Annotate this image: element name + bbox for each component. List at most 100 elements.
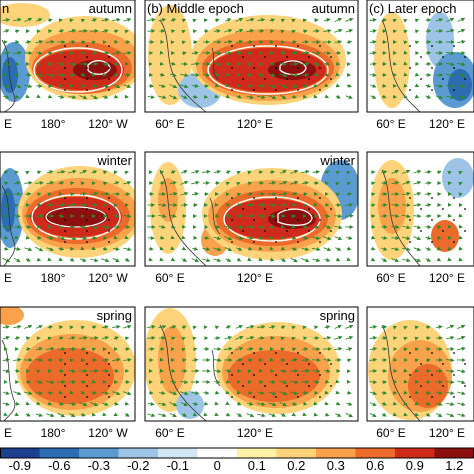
wind-vector xyxy=(35,73,44,78)
significance-dot xyxy=(108,56,110,58)
significance-dot xyxy=(86,363,88,365)
x-tick-label: 60° E xyxy=(155,117,184,131)
wind-vector xyxy=(46,380,55,385)
wind-vector xyxy=(269,257,275,262)
wind-vector xyxy=(36,224,42,229)
wind-vector xyxy=(112,247,120,251)
significance-dot xyxy=(64,45,66,47)
significance-dot xyxy=(297,45,299,47)
wind-vector xyxy=(290,180,299,185)
significance-dot xyxy=(431,89,433,91)
wind-vector xyxy=(236,401,242,406)
wind-vector xyxy=(214,401,219,406)
wind-vector xyxy=(3,61,10,66)
wind-vector xyxy=(79,170,88,174)
wind-vector xyxy=(403,326,408,330)
wind-vector xyxy=(247,181,253,186)
wind-vector xyxy=(402,214,411,219)
wind-vector xyxy=(279,95,287,99)
x-tick-label: 120° E xyxy=(237,426,273,440)
wind-vector xyxy=(58,213,65,218)
wind-vector xyxy=(425,40,432,45)
wind-vector xyxy=(279,391,288,396)
wind-vector xyxy=(301,181,309,185)
wind-vector xyxy=(345,335,354,340)
wind-vector xyxy=(414,40,420,45)
wind-vector xyxy=(114,94,119,99)
wind-vector xyxy=(171,368,176,373)
wind-vector xyxy=(313,379,320,384)
wind-vector xyxy=(371,192,376,197)
x-tick-label: 180° xyxy=(41,117,66,131)
significance-dot xyxy=(409,352,411,354)
significance-dot xyxy=(242,230,244,232)
wind-vector xyxy=(392,18,397,23)
wind-vector xyxy=(280,18,286,23)
panel-a-autumn xyxy=(0,0,135,112)
x-tick-label: 120° W xyxy=(88,426,128,440)
wind-vector xyxy=(235,325,243,329)
wind-vector xyxy=(103,181,108,186)
wind-vector xyxy=(225,18,232,22)
wind-vector xyxy=(169,191,178,196)
wind-vector xyxy=(35,246,44,252)
panel-vectors xyxy=(369,324,466,418)
significance-dot xyxy=(64,89,66,91)
significance-dot xyxy=(231,352,233,354)
wind-vector xyxy=(446,358,455,363)
wind-vector xyxy=(79,258,87,262)
wind-vector xyxy=(170,29,176,34)
wind-vector xyxy=(14,235,19,240)
significance-dot xyxy=(231,219,233,221)
wind-vector xyxy=(191,368,200,373)
panel-vectors xyxy=(2,17,132,100)
wind-vector xyxy=(248,246,253,251)
wind-vector xyxy=(180,84,189,89)
wind-vector xyxy=(235,335,244,340)
wind-vector xyxy=(68,369,76,373)
wind-vector xyxy=(256,413,266,418)
wind-vector xyxy=(437,170,442,175)
wind-vector xyxy=(324,379,330,384)
significance-dot xyxy=(330,56,332,58)
significance-dot xyxy=(108,45,110,47)
wind-vector xyxy=(325,412,330,417)
wind-vector xyxy=(170,257,176,262)
season-label-b-spring: spring xyxy=(320,308,355,323)
wind-vector xyxy=(80,412,86,417)
wind-vector xyxy=(80,390,86,395)
wind-vector xyxy=(102,412,107,417)
significance-dot xyxy=(319,197,321,199)
wind-vector xyxy=(381,235,388,240)
wind-vector xyxy=(24,247,33,252)
wind-vector xyxy=(180,402,188,406)
wind-vector xyxy=(291,203,297,208)
significance-dot xyxy=(108,363,110,365)
wind-vector xyxy=(347,390,352,395)
significance-dot xyxy=(453,89,455,91)
wind-vector xyxy=(435,18,444,22)
wind-vector xyxy=(58,336,64,341)
significance-dot xyxy=(409,89,411,91)
wind-vector xyxy=(202,247,211,252)
wind-vector xyxy=(291,94,297,99)
wind-vector xyxy=(24,17,33,22)
season-label-b-autumn: autumn xyxy=(312,1,355,16)
wind-vector xyxy=(25,224,32,229)
significance-dot xyxy=(86,241,88,243)
significance-dot xyxy=(286,385,288,387)
wind-vector xyxy=(225,94,230,99)
significance-dot xyxy=(253,374,255,376)
significance-dot xyxy=(108,89,110,91)
significance-dot xyxy=(330,78,332,80)
wind-vector xyxy=(268,214,276,218)
wind-vector xyxy=(12,50,22,55)
panel-c-autumn xyxy=(367,0,474,112)
wind-vector xyxy=(313,224,320,229)
significance-dot xyxy=(330,208,332,210)
significance-dot xyxy=(108,208,110,210)
wind-vector xyxy=(192,203,198,208)
significance-dot xyxy=(86,45,88,47)
wind-vector xyxy=(47,170,54,175)
significance-dot xyxy=(286,208,288,210)
